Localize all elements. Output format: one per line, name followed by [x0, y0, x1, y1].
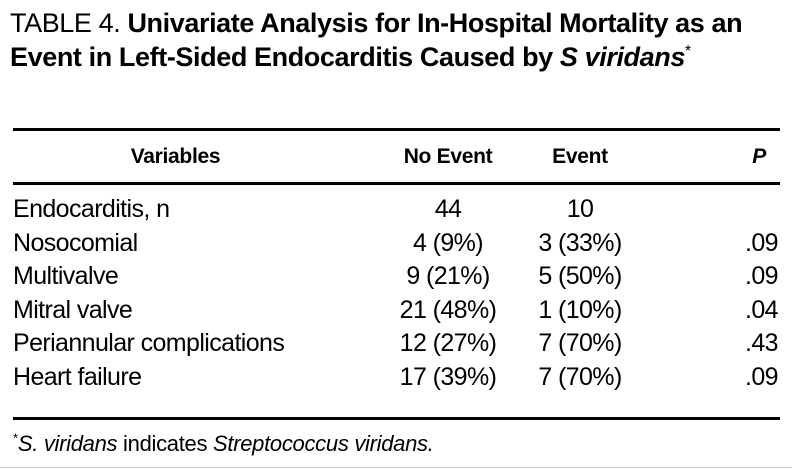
cell-no-event: 4 (9%) [412, 228, 484, 257]
horizontal-rule-bottom [13, 417, 780, 420]
column-header-event: Event [552, 144, 608, 168]
footnote-marker: * [13, 430, 18, 446]
cell-p-value: .09 [745, 228, 779, 257]
column-header-p-value: P [752, 144, 766, 168]
table-body: Endocarditis, n 44 10 Nosocomial 4 (9%) … [13, 193, 780, 394]
cell-event: 10 [566, 195, 594, 224]
cell-event: 5 (50%) [538, 262, 622, 291]
cell-p-value [646, 193, 780, 227]
cell-event: 1 (10%) [538, 295, 622, 324]
cell-variable: Mitral valve [13, 295, 133, 324]
cell-variable: Periannular complications [13, 329, 285, 358]
cell-variable: Endocarditis, n [13, 195, 170, 224]
cell-event: 7 (70%) [538, 362, 622, 391]
cell-event: 7 (70%) [538, 329, 622, 358]
footnote-term: S. viridans [17, 431, 118, 456]
scan-edge-line [0, 467, 792, 468]
column-header-no-event: No Event [403, 144, 493, 168]
table-header-row: Variables No Event Event P [13, 131, 780, 182]
table-number-label: TABLE 4. [10, 8, 128, 38]
cell-p-value: .09 [745, 362, 779, 391]
footnote-connector: indicates [117, 431, 214, 456]
cell-variable: Multivalve [13, 262, 119, 291]
table-footnote: *S. viridans indicates Streptococcus vir… [13, 431, 434, 457]
horizontal-rule-top [13, 128, 780, 131]
horizontal-rule-header [13, 182, 780, 185]
column-header-variables: Variables [130, 144, 221, 168]
cell-event: 3 (33%) [538, 228, 622, 257]
table-title-text: Univariate Analysis for In-Hospital Mort… [10, 8, 743, 72]
cell-variable: Nosocomial [13, 228, 138, 257]
cell-p-value: .04 [745, 295, 779, 324]
footnote-definition: Streptococcus viridans. [213, 431, 434, 456]
cell-p-value: .43 [745, 329, 779, 358]
cell-no-event: 17 (39%) [399, 362, 497, 391]
cell-p-value: .09 [745, 262, 779, 291]
data-table: Variables No Event Event P Endocarditis,… [13, 128, 780, 420]
cell-no-event: 12 (27%) [399, 329, 497, 358]
table-title-species: S viridans [559, 42, 685, 72]
table-title: TABLE 4. Univariate Analysis for In-Hosp… [10, 6, 780, 74]
cell-variable: Heart failure [13, 362, 142, 391]
cell-no-event: 44 [434, 195, 462, 224]
cell-no-event: 21 (48%) [399, 295, 497, 324]
cell-no-event: 9 (21%) [406, 262, 490, 291]
title-footnote-marker: * [684, 43, 691, 60]
